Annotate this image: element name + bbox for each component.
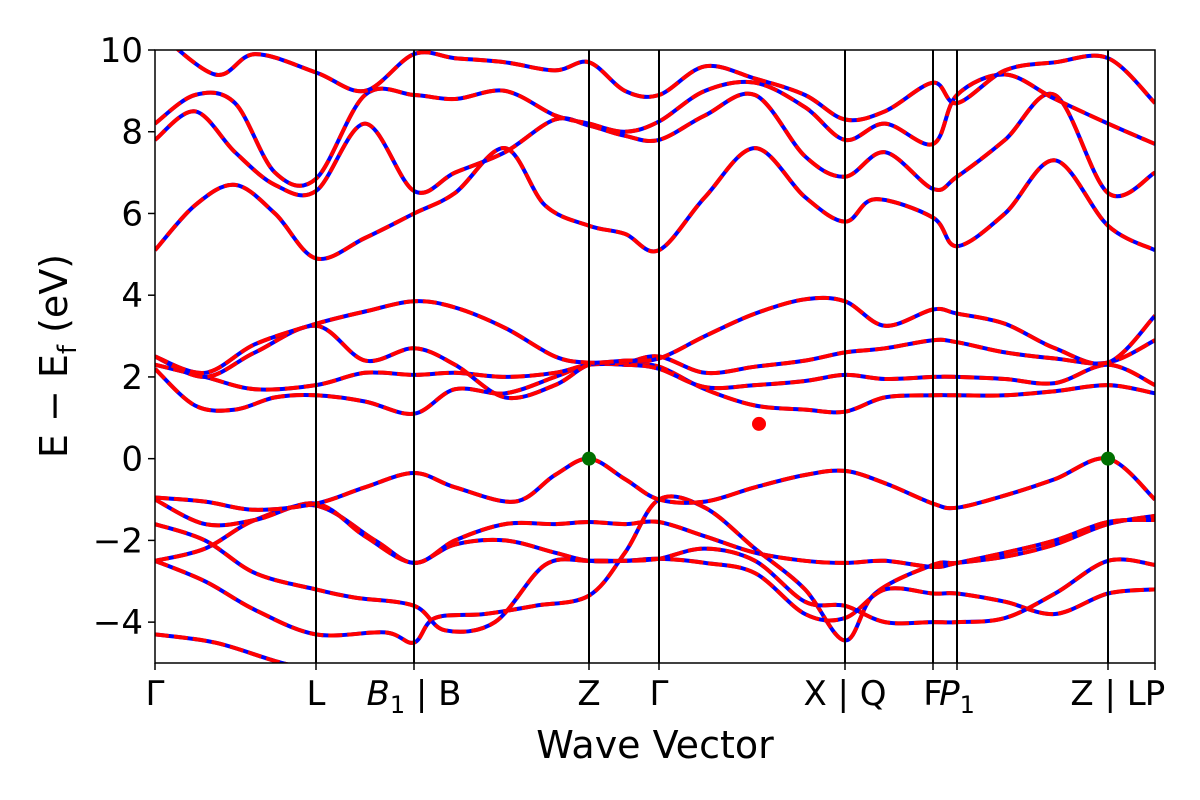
y-tick-label: 2 <box>121 358 143 398</box>
band-10-blue <box>155 295 1155 375</box>
y-axis-title-tail: (eV) <box>32 254 76 345</box>
y-tick-label: 8 <box>121 113 143 153</box>
band-13-red <box>155 72 1155 188</box>
bands-layer <box>155 50 1155 663</box>
x-tick-label: P <box>1145 674 1166 714</box>
plot-frame <box>154 49 1156 664</box>
x-tick-label: P1 <box>939 674 975 719</box>
y-tick-label: 4 <box>121 276 143 316</box>
band-12-red <box>155 91 1155 199</box>
band-2-red <box>155 494 1155 645</box>
y-axis-title: E − Ef (eV) <box>32 254 83 458</box>
x-axis-title: Wave Vector <box>536 723 774 767</box>
y-tick-label: −2 <box>93 521 143 561</box>
band-1-blue <box>155 632 291 663</box>
y-axis-title-sub: f <box>53 344 83 354</box>
band-7-red <box>155 361 1155 416</box>
band-12-blue <box>155 91 1155 199</box>
band-edge-marker-2 <box>1101 451 1115 466</box>
band-7-blue <box>155 361 1155 416</box>
band-13-blue <box>155 72 1155 188</box>
x-tick-label: Γ <box>146 674 165 714</box>
band-4-red <box>155 522 1155 634</box>
high-symmetry-lines <box>315 50 1109 663</box>
band-1-red <box>155 632 291 663</box>
y-axis-title-main: E − E <box>32 354 76 458</box>
band-edge-marker-1 <box>582 451 596 466</box>
x-tick-label: Z | L <box>1070 674 1145 714</box>
band-10-red <box>155 295 1155 375</box>
x-tick-label: L <box>307 674 326 714</box>
y-tick-label: 0 <box>121 440 143 480</box>
y-tick-label: −4 <box>93 603 143 643</box>
y-tick-label: 6 <box>121 194 143 234</box>
x-tick-label: B1 | B <box>366 674 461 719</box>
band-2-blue <box>155 494 1155 645</box>
y-tick-label: 10 <box>100 31 143 71</box>
band-11-blue <box>155 146 1155 261</box>
band-4-blue <box>155 522 1155 634</box>
band-edge-marker-3 <box>752 416 766 431</box>
x-tick-label: Z <box>577 674 600 714</box>
markers-layer <box>582 416 1115 466</box>
x-tick-label: X | Q <box>803 674 886 714</box>
x-tick-label: Γ <box>650 674 669 714</box>
y-axis: −4 −2 0 2 4 6 8 10 <box>93 31 155 643</box>
x-tick-label: F <box>923 674 943 714</box>
band-8-red <box>155 361 1155 392</box>
band-11-red <box>155 146 1155 261</box>
